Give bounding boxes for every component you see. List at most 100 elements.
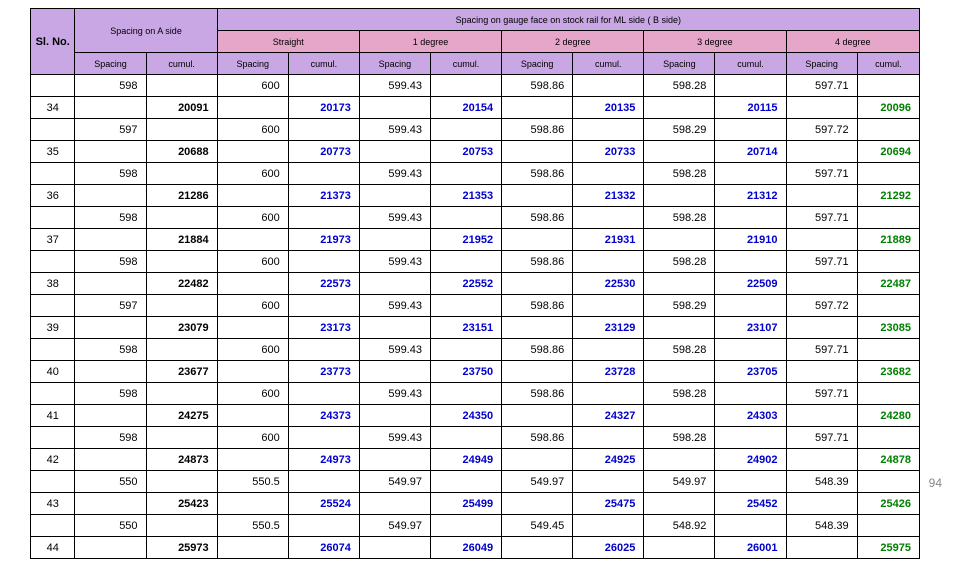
slno-cell: [31, 295, 75, 317]
slno-cell: [31, 471, 75, 493]
a-cumul: 25423: [146, 493, 217, 515]
b-cumul: 20773: [288, 141, 359, 163]
a-cumul: [146, 427, 217, 449]
b-spacing: 598.86: [502, 427, 573, 449]
table-row: 598600599.43598.86598.28597.71: [31, 207, 920, 229]
b-cumul: 24350: [430, 405, 501, 427]
page-number: 94: [929, 476, 942, 490]
b-spacing: [644, 141, 715, 163]
b-spacing: 598.28: [644, 339, 715, 361]
b-cumul: 23682: [857, 361, 919, 383]
b-cumul: [573, 427, 644, 449]
a-spacing: 597: [75, 119, 146, 141]
a-cumul: [146, 515, 217, 537]
b-spacing: [786, 273, 857, 295]
a-spacing: [75, 361, 146, 383]
a-spacing: 598: [75, 339, 146, 361]
hdr-deg-1: 1 degree: [359, 31, 501, 53]
b-spacing: 549.45: [502, 515, 573, 537]
b-spacing: 600: [217, 207, 288, 229]
b-spacing: [359, 185, 430, 207]
b-cumul: [715, 471, 786, 493]
b-cumul: [430, 295, 501, 317]
b-spacing: 549.97: [359, 515, 430, 537]
b-spacing: [502, 449, 573, 471]
b-cumul: [715, 295, 786, 317]
b-spacing: 598.86: [502, 383, 573, 405]
a-cumul: [146, 251, 217, 273]
b-spacing: 598.86: [502, 163, 573, 185]
a-cumul: 21884: [146, 229, 217, 251]
b-cumul: [573, 515, 644, 537]
b-spacing: [359, 405, 430, 427]
b-cumul: [430, 163, 501, 185]
b-spacing: 548.39: [786, 471, 857, 493]
b-cumul: [288, 515, 359, 537]
b-cumul: [857, 339, 919, 361]
table-row: 550550.5549.97549.97549.97548.39: [31, 471, 920, 493]
a-spacing: 598: [75, 163, 146, 185]
a-cumul: 20091: [146, 97, 217, 119]
b-cumul: [430, 515, 501, 537]
b-cumul: 22487: [857, 273, 919, 295]
b-cumul: 22509: [715, 273, 786, 295]
b-cumul: 21952: [430, 229, 501, 251]
table-row: 40236772377323750237282370523682: [31, 361, 920, 383]
b-cumul: 23728: [573, 361, 644, 383]
b-cumul: [857, 163, 919, 185]
b-cumul: [288, 251, 359, 273]
a-spacing: [75, 449, 146, 471]
b-spacing: 548.92: [644, 515, 715, 537]
slno-cell: 34: [31, 97, 75, 119]
hdr-b0-cu: cumul.: [288, 53, 359, 75]
b-cumul: [288, 295, 359, 317]
b-cumul: [715, 207, 786, 229]
a-cumul: 23677: [146, 361, 217, 383]
b-spacing: [502, 97, 573, 119]
b-spacing: [644, 317, 715, 339]
b-cumul: [715, 339, 786, 361]
a-spacing: [75, 317, 146, 339]
table-row: 41242752437324350243272430324280: [31, 405, 920, 427]
b-cumul: [715, 251, 786, 273]
b-cumul: [573, 471, 644, 493]
slno-cell: 37: [31, 229, 75, 251]
b-spacing: [786, 361, 857, 383]
slno-cell: [31, 515, 75, 537]
b-cumul: [715, 427, 786, 449]
hdr-b3-sp: Spacing: [644, 53, 715, 75]
hdr-deg-2: 2 degree: [502, 31, 644, 53]
b-cumul: [857, 75, 919, 97]
a-spacing: [75, 97, 146, 119]
b-spacing: [359, 317, 430, 339]
b-cumul: [430, 207, 501, 229]
hdr-b1-cu: cumul.: [430, 53, 501, 75]
b-spacing: 597.71: [786, 427, 857, 449]
b-spacing: [359, 493, 430, 515]
b-cumul: [288, 207, 359, 229]
b-spacing: [644, 361, 715, 383]
slno-cell: [31, 251, 75, 273]
b-spacing: 598.28: [644, 383, 715, 405]
a-cumul: [146, 75, 217, 97]
a-cumul: [146, 295, 217, 317]
a-cumul: [146, 119, 217, 141]
a-cumul: 21286: [146, 185, 217, 207]
table-row: 37218842197321952219312191021889: [31, 229, 920, 251]
slno-cell: 40: [31, 361, 75, 383]
b-cumul: [857, 471, 919, 493]
b-cumul: 24373: [288, 405, 359, 427]
b-spacing: 599.43: [359, 75, 430, 97]
b-spacing: 599.43: [359, 163, 430, 185]
a-spacing: [75, 141, 146, 163]
b-cumul: [715, 119, 786, 141]
b-cumul: 24878: [857, 449, 919, 471]
b-cumul: 21332: [573, 185, 644, 207]
a-spacing: [75, 273, 146, 295]
b-cumul: 24949: [430, 449, 501, 471]
b-cumul: 21292: [857, 185, 919, 207]
b-cumul: 21312: [715, 185, 786, 207]
a-cumul: [146, 471, 217, 493]
b-spacing: 599.43: [359, 251, 430, 273]
b-cumul: 20753: [430, 141, 501, 163]
